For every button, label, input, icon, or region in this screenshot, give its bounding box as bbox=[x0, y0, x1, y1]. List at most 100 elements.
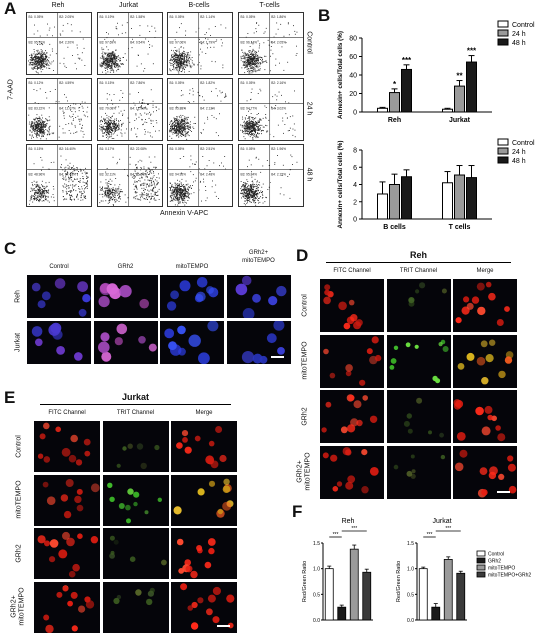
cell bbox=[185, 565, 193, 573]
bar bbox=[324, 568, 334, 621]
panel_e-channel-label: Merge bbox=[195, 410, 213, 416]
panel_e-micrograph bbox=[34, 528, 100, 579]
cell bbox=[241, 275, 251, 286]
panel-c-micrograph bbox=[93, 321, 158, 364]
cell bbox=[184, 559, 191, 566]
bar bbox=[401, 68, 412, 113]
quadrant-percentage: B1: 0.05% bbox=[240, 81, 255, 85]
flow-plot: B1: 0.05% B2: 1.82% B3: 95.88% B4: 2.12% bbox=[167, 78, 233, 141]
cell bbox=[48, 324, 61, 336]
bar bbox=[389, 184, 400, 220]
cell bbox=[498, 473, 505, 480]
cell bbox=[466, 352, 475, 361]
quadrant-percentage: B1: 0.05% bbox=[29, 15, 44, 19]
cell bbox=[324, 289, 330, 296]
cell bbox=[212, 586, 221, 595]
panel_e-micrograph bbox=[171, 581, 237, 633]
cell bbox=[198, 352, 210, 364]
micrograph-svg bbox=[241, 321, 285, 364]
panel-letter-c: C bbox=[4, 239, 17, 258]
quadrant-percentage: B4: 1.79% bbox=[200, 40, 215, 44]
quadrant-percentage: B1: 0.05% bbox=[240, 15, 255, 19]
cell bbox=[321, 427, 327, 433]
cell bbox=[164, 328, 175, 339]
cell bbox=[42, 481, 49, 487]
cell bbox=[66, 537, 75, 547]
cell bbox=[212, 615, 220, 623]
panel_e-micrograph bbox=[171, 528, 237, 579]
cell bbox=[43, 456, 51, 463]
x-category-label: B cells bbox=[383, 224, 406, 231]
panel_d-micrograph bbox=[320, 390, 384, 443]
flow-plot-svg: B1: 0.19% B2: 1.58% B3: 97.69% B4: 0.54% bbox=[97, 13, 162, 74]
quadrant-percentage: B3: 79.08% bbox=[99, 106, 116, 110]
cell bbox=[208, 547, 215, 555]
y-tick-label: 8 bbox=[353, 148, 357, 155]
bar bbox=[443, 559, 453, 621]
cell bbox=[70, 434, 78, 443]
micrograph-svg bbox=[453, 399, 506, 442]
quadrant-percentage: B3: 95.88% bbox=[170, 106, 187, 110]
cell bbox=[408, 300, 414, 307]
cell bbox=[414, 344, 419, 349]
cell bbox=[176, 442, 183, 449]
quadrant-percentage: B3: 83.22% bbox=[29, 106, 46, 110]
cell bbox=[134, 588, 142, 596]
cell bbox=[180, 582, 188, 590]
cell bbox=[345, 363, 353, 372]
cell bbox=[138, 298, 149, 309]
cell bbox=[454, 462, 464, 471]
quadrant-percentage: B1: 0.05% bbox=[240, 147, 255, 151]
quadrant-percentage: B4: 2.20% bbox=[59, 40, 74, 44]
cell bbox=[226, 594, 235, 603]
legend-swatch bbox=[476, 571, 486, 578]
cell bbox=[78, 308, 87, 317]
cell bbox=[441, 288, 447, 294]
panel_d-micrograph bbox=[386, 390, 451, 443]
cell bbox=[90, 482, 100, 492]
cell bbox=[507, 454, 514, 462]
cell bbox=[348, 299, 355, 306]
cell bbox=[222, 501, 232, 511]
y-tick-label: 0.5 bbox=[313, 592, 320, 598]
cell bbox=[410, 473, 416, 479]
cell bbox=[45, 624, 54, 633]
cell bbox=[356, 419, 363, 427]
panel_e-micrograph bbox=[171, 421, 237, 472]
cell bbox=[44, 540, 50, 547]
panel-letter-a: A bbox=[4, 0, 17, 18]
panel-c-row-label: Reh bbox=[14, 289, 22, 303]
panel-c-column-label: mitoTEMPO bbox=[175, 264, 209, 270]
panel-a-row-label: 24 h bbox=[305, 101, 312, 115]
cell bbox=[485, 281, 492, 288]
y-tick-label: 0 bbox=[353, 217, 357, 224]
panel-a-column-label: B-cells bbox=[188, 2, 210, 9]
x-category-label: Reh bbox=[388, 117, 401, 124]
panel_e-micrograph bbox=[34, 421, 100, 472]
y-tick-label: 40 bbox=[349, 73, 357, 80]
y-tick-label: 0.5 bbox=[407, 592, 414, 598]
cell bbox=[463, 296, 470, 303]
cell bbox=[440, 454, 445, 459]
quadrant-percentage: B4: 2.12% bbox=[200, 106, 215, 110]
cell bbox=[322, 451, 329, 458]
cell bbox=[325, 401, 332, 408]
cell bbox=[160, 559, 167, 566]
panel-a-row-label: 48 h bbox=[305, 167, 312, 181]
flow-plot: B1: 0.17% B2: 22.08% B3: 32.11% B4: 45.64% bbox=[96, 144, 163, 207]
cell bbox=[390, 357, 396, 364]
cell bbox=[336, 480, 343, 487]
cell bbox=[267, 296, 277, 306]
legend-swatch bbox=[476, 564, 486, 571]
cell bbox=[389, 364, 394, 370]
cell bbox=[353, 400, 362, 409]
flow-plot: B1: 0.05% B2: 1.86% B3: 96.14% B4: 2.05% bbox=[237, 12, 304, 75]
bar bbox=[349, 548, 359, 621]
cell bbox=[177, 325, 186, 335]
significance-marker: *** bbox=[427, 532, 433, 538]
legend-swatch bbox=[497, 147, 509, 155]
micrograph-svg bbox=[43, 584, 95, 633]
legend-swatch bbox=[497, 29, 509, 37]
cell bbox=[144, 509, 148, 514]
cell bbox=[182, 437, 188, 443]
